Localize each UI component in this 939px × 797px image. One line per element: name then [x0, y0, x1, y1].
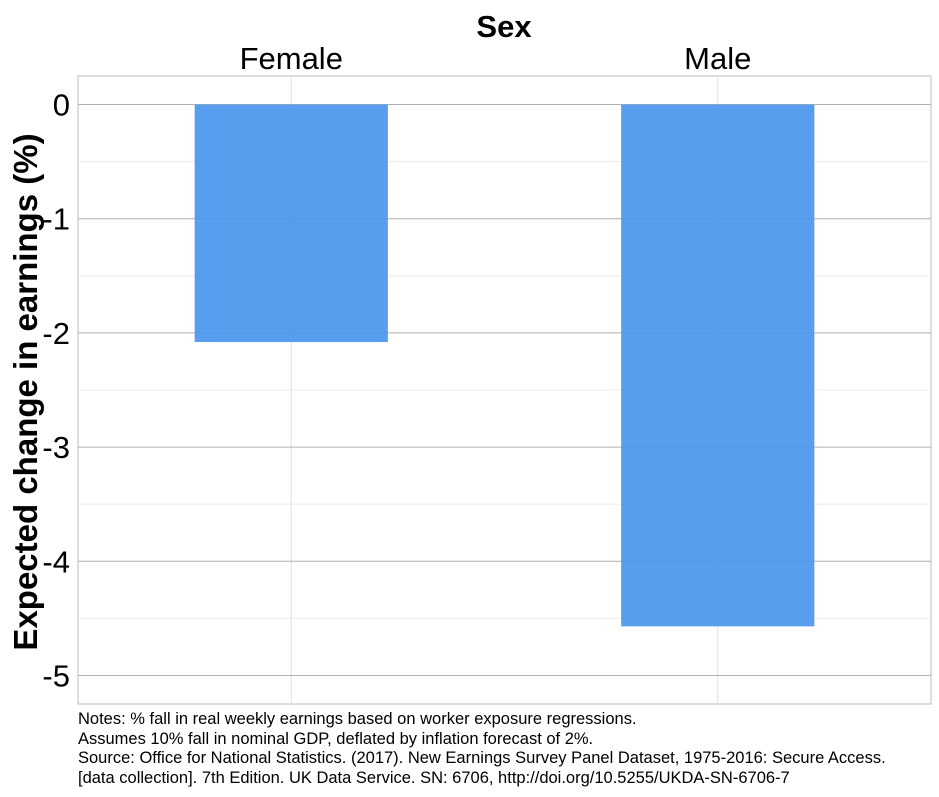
- category-label-female: Female: [240, 41, 343, 76]
- chart-title: Sex: [476, 9, 532, 44]
- bar-male: [621, 104, 815, 627]
- note-line: Notes: % fall in real weekly earnings ba…: [78, 710, 637, 728]
- bar-chart: Sex Expected change in earnings (%) 0 -1 -…: [7, 9, 932, 705]
- note-line: [data collection]. 7th Edition. UK Data …: [78, 768, 790, 787]
- y-tick-label: -5: [42, 658, 70, 693]
- note-line: Source: Office for National Statistics. …: [78, 749, 886, 767]
- y-axis-label: Expected change in earnings (%): [7, 133, 44, 650]
- y-tick-label: -2: [42, 316, 70, 351]
- note-line: Assumes 10% fall in nominal GDP, deflate…: [78, 729, 594, 748]
- y-tick-label: 0: [53, 88, 70, 123]
- category-label-male: Male: [684, 41, 751, 76]
- y-tick-label: -1: [42, 202, 70, 237]
- y-tick-label: -4: [42, 544, 70, 579]
- y-tick-label: -3: [42, 430, 70, 465]
- chart-notes: Notes: % fall in real weekly earnings ba…: [78, 710, 939, 788]
- bar-female: [194, 104, 388, 343]
